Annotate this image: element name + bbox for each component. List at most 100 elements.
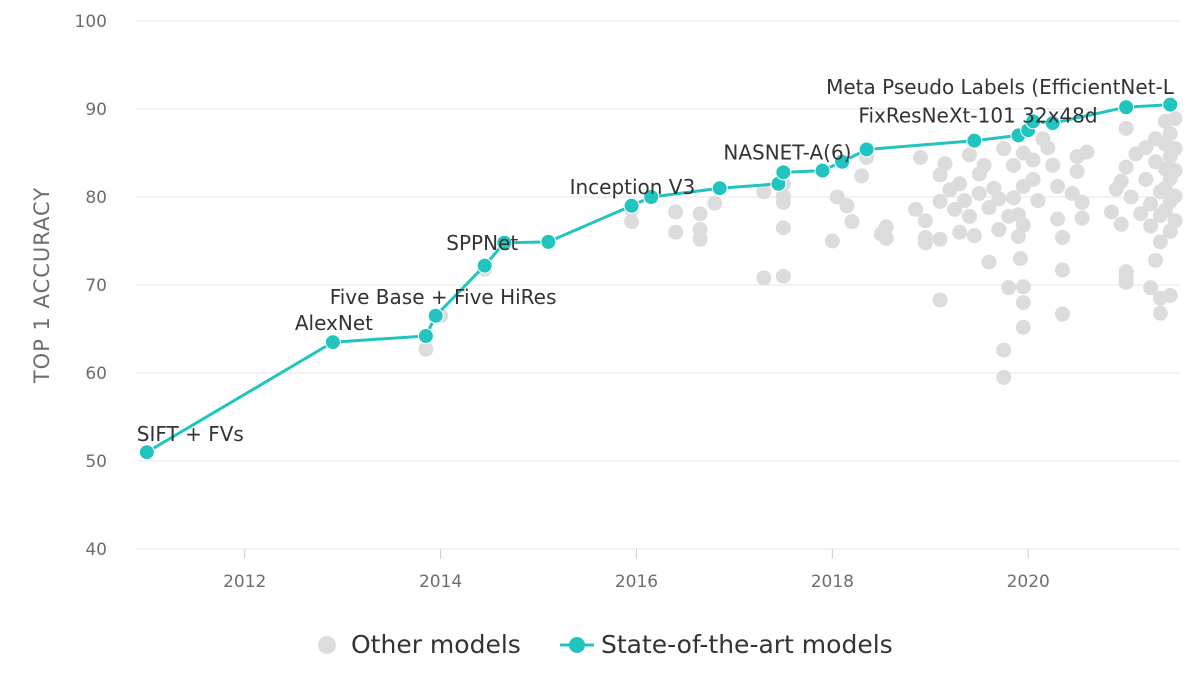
other-model-point — [1123, 189, 1139, 205]
other-model-point — [1054, 306, 1070, 322]
sota-point — [643, 189, 660, 205]
sota-point — [814, 162, 831, 179]
other-model-point — [961, 147, 977, 163]
other-model-point — [756, 270, 772, 286]
other-model-point — [1010, 229, 1026, 245]
y-tick-label: 90 — [85, 100, 107, 120]
other-model-point — [1113, 173, 1129, 189]
other-model-point — [908, 201, 924, 217]
other-model-point — [1030, 193, 1046, 209]
other-model-point — [692, 231, 708, 247]
sota-point — [834, 153, 851, 170]
other-model-point — [991, 222, 1007, 238]
other-model-point — [1050, 178, 1066, 194]
sota-point — [427, 307, 444, 324]
legend-item-other-models[interactable]: Other models — [318, 630, 521, 659]
legend-label-sota-models: State-of-the-art models — [601, 630, 893, 659]
other-model-point — [775, 188, 791, 204]
other-model-point — [932, 292, 948, 308]
other-model-point — [624, 214, 640, 230]
other-model-point — [1148, 252, 1164, 268]
other-model-point — [844, 214, 860, 230]
other-model-point — [1167, 111, 1183, 127]
sota-point — [540, 233, 557, 250]
other-model-point — [1133, 206, 1149, 222]
other-model-point — [854, 168, 870, 184]
y-tick-label: 80 — [85, 188, 107, 208]
other-model-point — [961, 208, 977, 224]
other-model-point — [932, 193, 948, 209]
sota-series — [138, 96, 1179, 461]
other-model-point — [1143, 196, 1159, 212]
other-model-point — [756, 184, 772, 200]
other-model-point — [991, 191, 1007, 207]
sota-point — [1025, 113, 1042, 130]
other-model-point — [947, 201, 963, 217]
x-tick-label: 2018 — [811, 572, 854, 592]
other-model-point — [418, 341, 434, 357]
sota-annotation: Meta Pseudo Labels (EfficientNet-L — [826, 75, 1175, 99]
other-model-point — [1025, 152, 1041, 168]
sota-line — [146, 103, 1171, 454]
other-model-point — [1103, 204, 1119, 220]
other-model-point — [1069, 163, 1085, 179]
other-model-point — [957, 193, 973, 209]
other-model-point — [1143, 280, 1159, 296]
y-tick-label: 40 — [85, 540, 107, 560]
y-tick-label: 60 — [85, 364, 107, 384]
sota-point — [138, 444, 155, 461]
other-model-point — [1054, 262, 1070, 278]
other-model-point — [692, 206, 708, 222]
other-model-point — [1167, 213, 1183, 229]
sota-point — [496, 234, 513, 251]
other-model-point — [932, 167, 948, 183]
sota-annotation: NASNET-A(6) — [723, 140, 851, 164]
sota-annotation: SPPNet — [446, 231, 518, 255]
other-model-point — [996, 141, 1012, 157]
other-model-point — [917, 235, 933, 251]
other-model-point — [824, 233, 840, 249]
other-model-point — [668, 224, 684, 240]
other-model-point — [1074, 194, 1090, 210]
other-model-point — [1118, 159, 1134, 175]
other-model-point — [1167, 141, 1183, 157]
other-model-point — [1138, 171, 1154, 187]
legend-marker-sota-models — [569, 637, 585, 653]
sota-annotation: Inception V3 — [570, 175, 696, 199]
other-model-point — [775, 268, 791, 284]
other-model-point — [981, 200, 997, 216]
other-model-point — [1064, 185, 1080, 201]
legend-item-sota-models[interactable]: State-of-the-art models — [560, 630, 893, 659]
sota-annotation: SIFT + FVs — [137, 422, 244, 446]
other-model-point — [1113, 216, 1129, 232]
other-model-point — [707, 195, 723, 211]
other-model-point — [1006, 157, 1022, 173]
sota-point — [966, 132, 983, 149]
x-tick-label: 2012 — [223, 572, 266, 592]
legend: Other models State-of-the-art models — [318, 630, 893, 659]
sota-point — [711, 180, 728, 197]
other-model-point — [1025, 171, 1041, 187]
other-model-point — [976, 157, 992, 173]
sota-point — [1162, 96, 1179, 113]
other-model-point — [1012, 251, 1028, 267]
other-model-point — [981, 254, 997, 270]
other-model-point — [1050, 211, 1066, 227]
other-model-point — [1054, 229, 1070, 245]
other-model-point — [668, 204, 684, 220]
sota-annotation: FixResNeXt-101 32x48d — [858, 103, 1097, 127]
sota-point — [417, 328, 434, 345]
other-model-point — [1074, 210, 1090, 226]
legend-label-other-models: Other models — [351, 630, 521, 659]
y-tick-label: 50 — [85, 452, 107, 472]
other-model-point — [829, 189, 845, 205]
other-model-point — [996, 369, 1012, 385]
other-model-point — [966, 228, 982, 244]
other-model-point — [1138, 140, 1154, 156]
other-model-point — [1143, 218, 1159, 234]
other-model-point — [1152, 305, 1168, 321]
sota-point — [1044, 115, 1061, 132]
other-model-point — [1152, 234, 1168, 250]
